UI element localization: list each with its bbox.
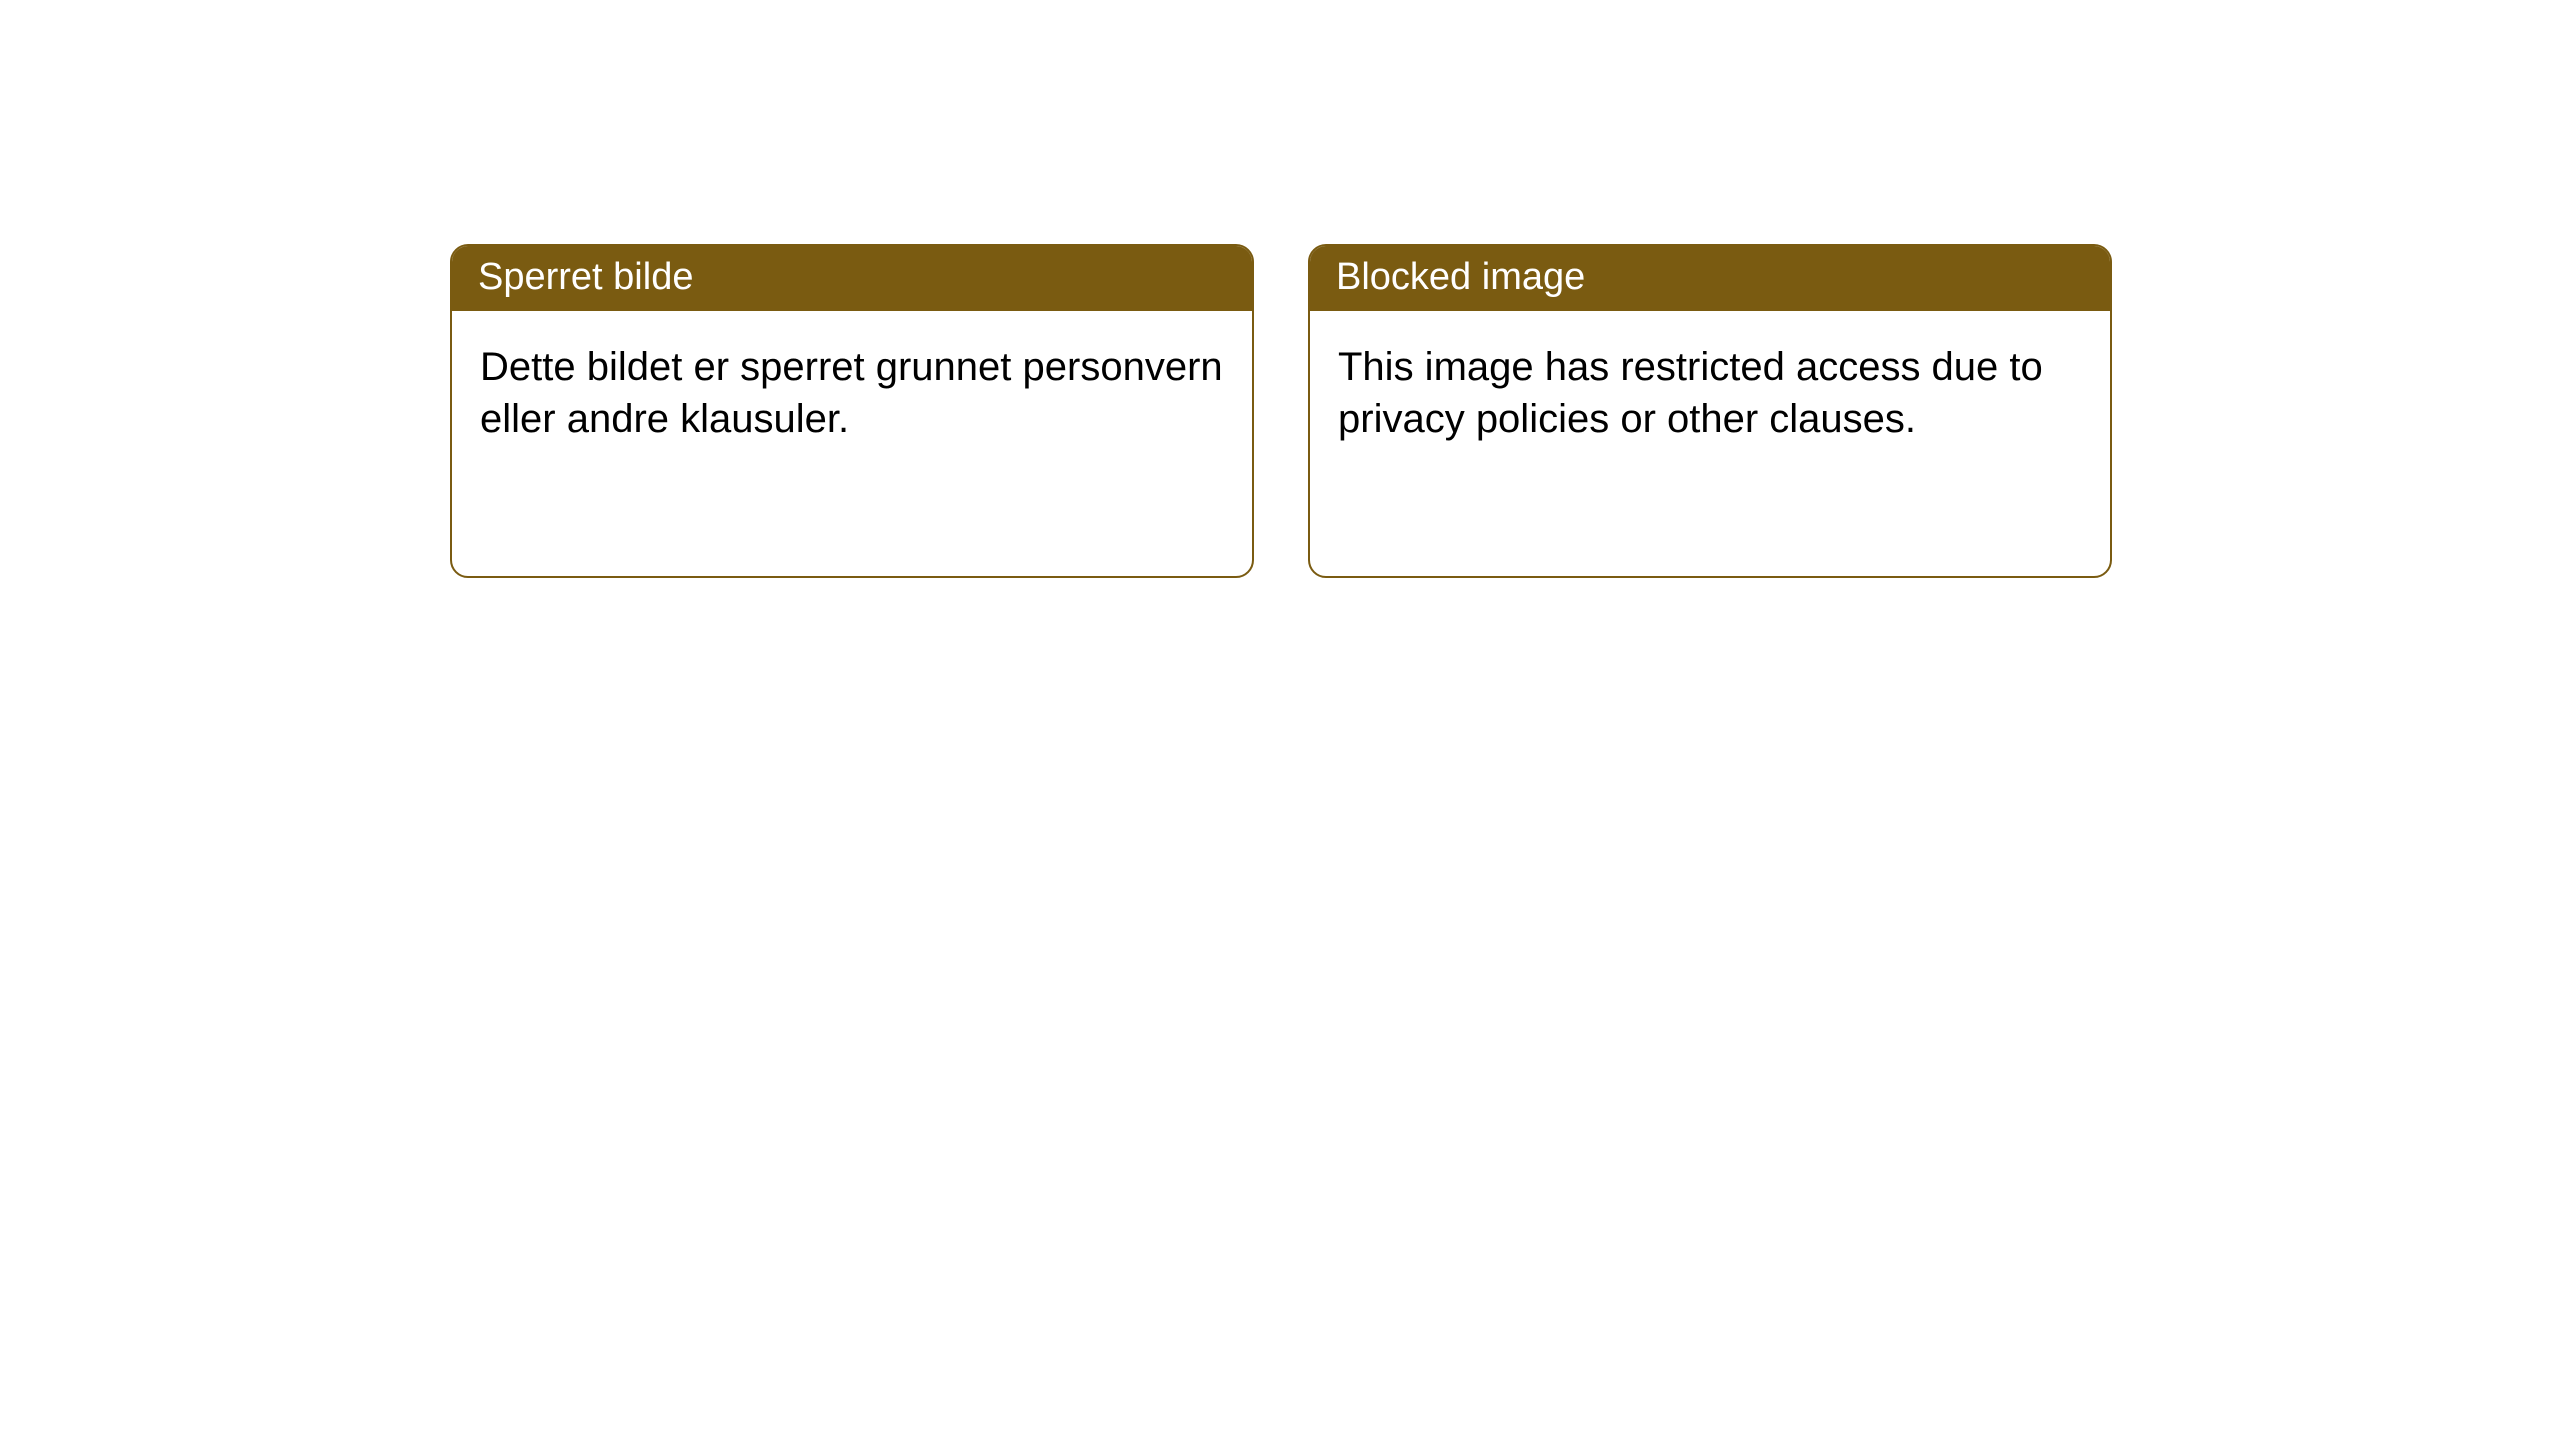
card-body-text: This image has restricted access due to … [1338, 345, 2043, 441]
card-body-text: Dette bildet er sperret grunnet personve… [480, 345, 1223, 441]
card-title: Blocked image [1336, 256, 1585, 298]
card-body: This image has restricted access due to … [1310, 311, 2110, 475]
card-body: Dette bildet er sperret grunnet personve… [452, 311, 1252, 475]
notice-card-norwegian: Sperret bilde Dette bildet er sperret gr… [450, 244, 1254, 578]
card-header: Blocked image [1310, 246, 2110, 311]
notice-card-english: Blocked image This image has restricted … [1308, 244, 2112, 578]
card-header: Sperret bilde [452, 246, 1252, 311]
notice-cards-container: Sperret bilde Dette bildet er sperret gr… [450, 244, 2112, 578]
card-title: Sperret bilde [478, 256, 693, 298]
